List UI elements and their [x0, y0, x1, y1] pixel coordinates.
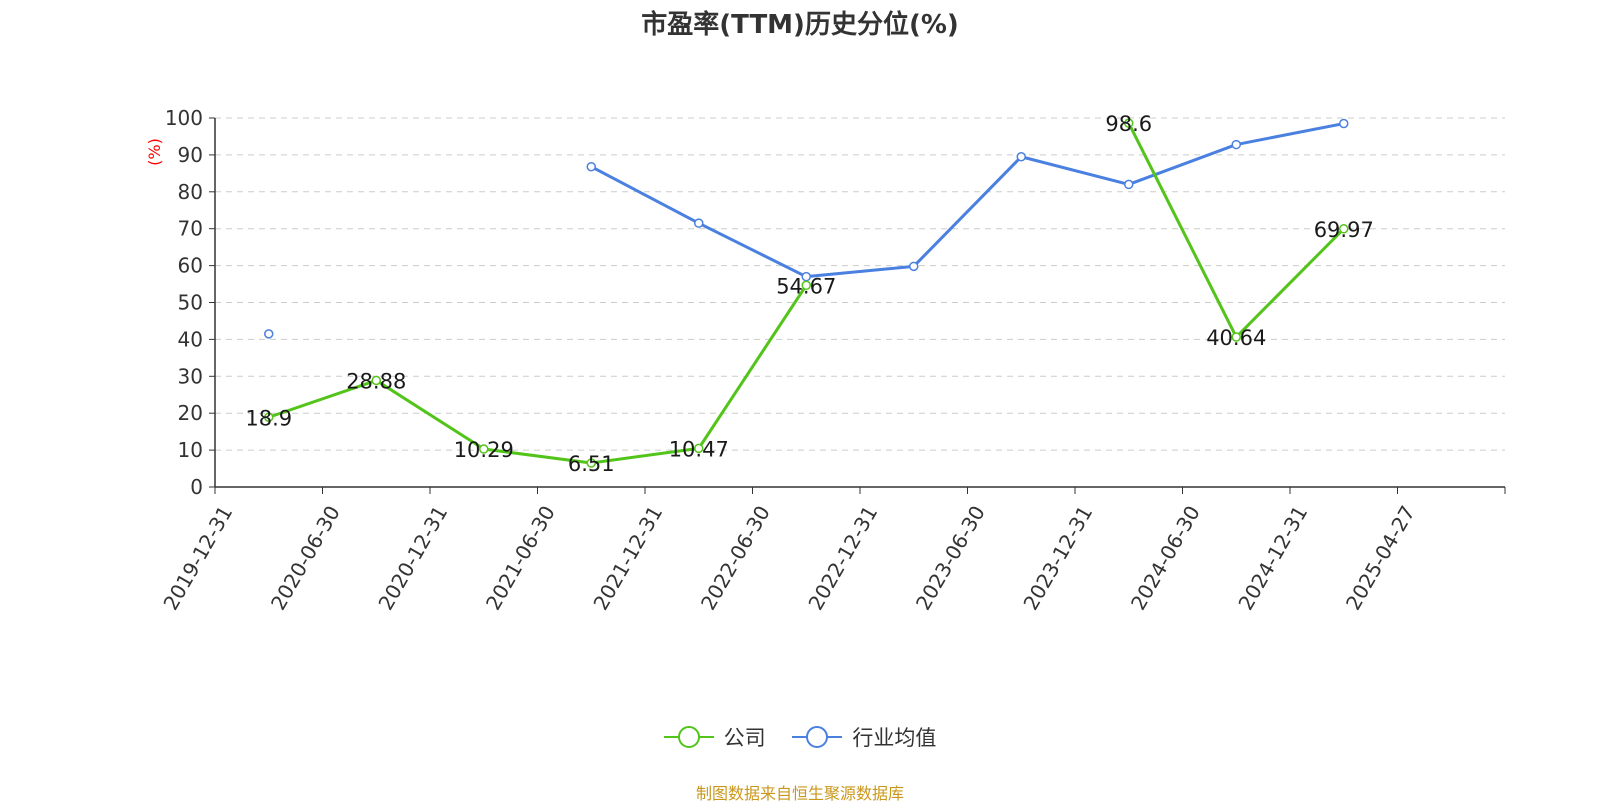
x-tick-label: 2020-12-31 [373, 502, 452, 615]
legend-item-industry[interactable]: 行业均值 [792, 722, 936, 752]
data-point[interactable] [1231, 332, 1241, 342]
x-tick-label: 2024-12-31 [1233, 502, 1312, 615]
legend-item-company[interactable]: 公司 [663, 722, 766, 752]
data-label: 40.64 [1206, 326, 1266, 350]
data-point[interactable] [694, 218, 704, 228]
data-label: 18.9 [245, 406, 292, 430]
legend-company-line-icon [663, 726, 714, 748]
series-company [264, 118, 1349, 468]
data-point[interactable] [264, 412, 274, 423]
series-line [268, 284, 808, 465]
chart-title: 市盈率(TTM)历史分位(%) [641, 10, 959, 40]
y-tick-label: 90 [178, 143, 203, 167]
legend-industry-line-icon [792, 726, 843, 748]
series-industry [264, 118, 1349, 339]
legend-industry-label: 行业均值 [852, 726, 937, 750]
series-line [590, 122, 1345, 279]
x-tick-label: 2020-06-30 [266, 502, 345, 615]
y-tick-label: 80 [178, 180, 203, 204]
x-tick-label: 2019-12-31 [158, 502, 237, 615]
x-tick-label: 2023-06-30 [911, 502, 990, 615]
data-label: 6.51 [568, 452, 615, 476]
y-tick-label: 70 [178, 217, 203, 241]
data-point[interactable] [694, 443, 704, 454]
axes: 0 10 20 30 40 50 60 70 80 90 100 2019-12-31 2020-06-… [158, 106, 1506, 615]
data-label: 98.6 [1105, 112, 1152, 136]
data-point[interactable] [1124, 179, 1134, 190]
data-label: 10.47 [669, 437, 729, 461]
y-axis-label: (%) [145, 138, 164, 166]
y-tick-label: 10 [178, 438, 203, 462]
data-point[interactable] [801, 280, 811, 291]
data-point[interactable] [1339, 118, 1349, 129]
data-point[interactable] [1339, 224, 1349, 234]
data-point[interactable] [586, 458, 596, 468]
data-point[interactable] [1124, 118, 1134, 128]
y-tick-label: 30 [178, 364, 203, 388]
data-point[interactable] [1231, 139, 1241, 150]
y-tick-label: 40 [178, 327, 203, 351]
x-tick-label: 2022-06-30 [696, 502, 775, 615]
data-point[interactable] [371, 375, 381, 386]
y-tick-label: 100 [165, 106, 203, 130]
legend: 公司 行业均值 [0, 722, 1600, 754]
y-tick-label: 50 [178, 291, 203, 315]
x-tick-label: 2021-12-31 [588, 502, 667, 615]
data-labels: 18.9 28.88 10.29 6.51 10.47 54.67 98.6 40.64 69.… [245, 112, 1373, 476]
x-tick-label: 2021-06-30 [481, 502, 560, 615]
data-point[interactable] [909, 261, 919, 272]
y-tick-label: 20 [178, 401, 203, 425]
x-tick-label: 2024-06-30 [1126, 502, 1205, 615]
data-label: 69.97 [1314, 218, 1374, 242]
x-tick-label: 2025-04-27 [1341, 502, 1420, 615]
x-tick-label: 2022-12-31 [803, 502, 882, 615]
data-label: 28.88 [346, 369, 406, 393]
series-layer [264, 118, 1349, 468]
source-note: 制图数据来自恒生聚源数据库 [695, 784, 904, 803]
data-point[interactable] [264, 329, 274, 339]
y-tick-label: 60 [178, 254, 203, 278]
x-tick-label: 2023-12-31 [1018, 502, 1097, 615]
data-label: 54.67 [776, 274, 836, 298]
legend-company-label: 公司 [723, 726, 766, 750]
data-point[interactable] [586, 161, 596, 172]
data-point[interactable] [1016, 151, 1026, 162]
y-tick-label: 0 [190, 475, 203, 499]
data-point[interactable] [479, 444, 489, 454]
data-label: 10.29 [454, 438, 514, 462]
